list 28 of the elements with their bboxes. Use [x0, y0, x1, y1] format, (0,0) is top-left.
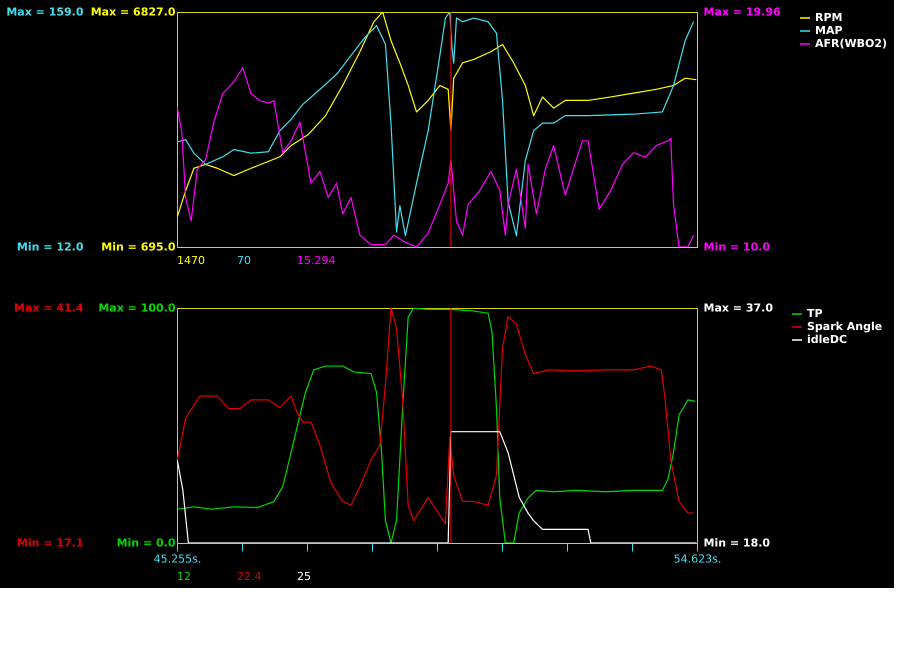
legend-label: Spark Angle	[807, 320, 882, 333]
x-tick-label: 54.623s.	[674, 552, 722, 566]
y2-tick-label: Max = 41.4	[14, 302, 84, 314]
text: 70	[237, 254, 251, 267]
y2-tick-label: Min = 17.1	[16, 536, 84, 550]
legend-label: MAP	[815, 24, 843, 37]
y2-tick-label: Max = 159.0	[6, 6, 84, 18]
text: 25	[297, 570, 311, 583]
x-tick-label: 45.255s.	[154, 552, 202, 566]
y2-tick-label: Min = 12.0	[16, 240, 84, 254]
legend-label: TP	[807, 307, 823, 320]
y-tick-label: Max = 6827.0	[90, 6, 176, 18]
line-series	[177, 431, 697, 543]
text: 12	[177, 570, 191, 583]
y-tick-label: Min = 695.0	[101, 240, 176, 254]
text: 15.294	[297, 254, 336, 267]
legend-label: idleDC	[807, 333, 848, 346]
text: 1470	[177, 254, 205, 267]
y3-tick-label: Min = 10.0	[704, 240, 770, 254]
legend-label: RPM	[815, 11, 842, 24]
y3-tick-label: Max = 19.96	[704, 6, 781, 18]
text: 22.4	[237, 570, 262, 583]
y-tick-label: Max = 100.0	[98, 302, 176, 314]
line-series	[177, 67, 694, 247]
y-tick-label: Min = 0.0	[116, 536, 176, 550]
y3-tick-label: Min = 18.0	[704, 536, 770, 550]
y3-tick-label: Max = 37.0	[704, 302, 774, 314]
legend-label: AFR(WBO2)	[815, 37, 888, 50]
